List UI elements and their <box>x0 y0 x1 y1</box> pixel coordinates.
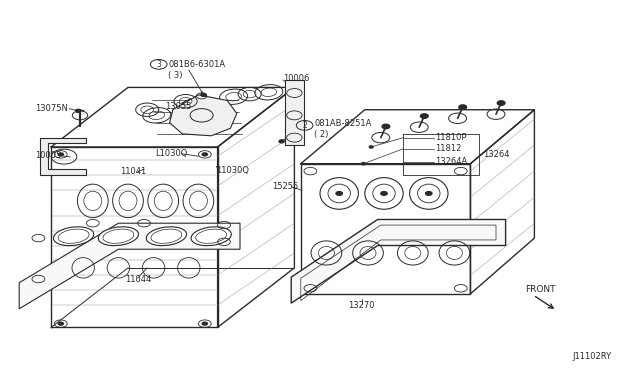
Circle shape <box>426 192 432 195</box>
Text: 2: 2 <box>302 121 307 130</box>
Text: 11810P: 11810P <box>435 133 467 142</box>
Circle shape <box>382 124 390 129</box>
Text: 13264: 13264 <box>483 150 509 159</box>
Circle shape <box>58 153 63 156</box>
Text: FRONT: FRONT <box>525 285 556 294</box>
Text: 13264A: 13264A <box>435 157 467 166</box>
Text: 11041: 11041 <box>120 167 147 176</box>
Text: 10006: 10006 <box>283 74 309 83</box>
Ellipse shape <box>54 227 93 246</box>
Ellipse shape <box>99 227 138 246</box>
Text: J11102RY: J11102RY <box>572 352 611 361</box>
Text: L1030Q: L1030Q <box>156 149 188 158</box>
Circle shape <box>497 101 505 105</box>
Text: 11812: 11812 <box>435 144 461 153</box>
Circle shape <box>336 192 342 195</box>
Text: 10005: 10005 <box>35 151 61 160</box>
Circle shape <box>420 114 428 118</box>
Circle shape <box>202 153 207 156</box>
Circle shape <box>202 322 207 325</box>
Ellipse shape <box>147 227 186 246</box>
Polygon shape <box>19 223 240 309</box>
Polygon shape <box>40 138 86 175</box>
Ellipse shape <box>191 227 231 246</box>
Text: ( 2): ( 2) <box>314 130 328 139</box>
Text: 081B6-6301A: 081B6-6301A <box>168 60 225 69</box>
Text: 13055: 13055 <box>165 102 191 111</box>
Circle shape <box>381 192 387 195</box>
Text: 081AB-8251A: 081AB-8251A <box>314 119 372 128</box>
Text: 11030Q: 11030Q <box>216 166 250 174</box>
Text: 3: 3 <box>156 60 161 69</box>
Circle shape <box>201 93 206 96</box>
Polygon shape <box>170 95 237 136</box>
Text: 13075N: 13075N <box>35 104 68 113</box>
Text: 13270: 13270 <box>348 301 375 310</box>
Circle shape <box>459 105 467 109</box>
Circle shape <box>369 146 373 148</box>
Text: ( 3): ( 3) <box>168 71 183 80</box>
Polygon shape <box>285 80 304 145</box>
Text: 11044: 11044 <box>125 275 151 284</box>
Circle shape <box>58 322 63 325</box>
Text: 15255: 15255 <box>272 182 298 191</box>
Circle shape <box>76 109 81 112</box>
Circle shape <box>362 163 365 165</box>
Circle shape <box>279 140 284 143</box>
Polygon shape <box>291 219 506 303</box>
